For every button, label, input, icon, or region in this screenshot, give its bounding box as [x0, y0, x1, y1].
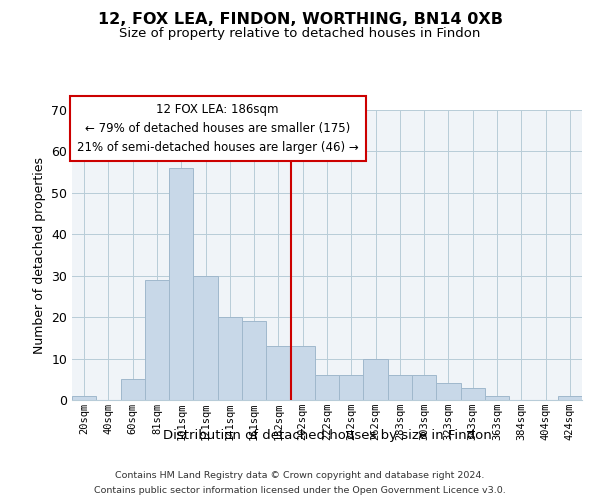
- Bar: [436, 384, 461, 400]
- Bar: [364, 358, 388, 400]
- Bar: [388, 375, 412, 400]
- Bar: [169, 168, 193, 400]
- Bar: [218, 317, 242, 400]
- Bar: [461, 388, 485, 400]
- Bar: [315, 375, 339, 400]
- Bar: [558, 396, 582, 400]
- Bar: [339, 375, 364, 400]
- Bar: [266, 346, 290, 400]
- Bar: [145, 280, 169, 400]
- Bar: [121, 380, 145, 400]
- Text: 12, FOX LEA, FINDON, WORTHING, BN14 0XB: 12, FOX LEA, FINDON, WORTHING, BN14 0XB: [97, 12, 503, 28]
- Bar: [242, 322, 266, 400]
- Bar: [290, 346, 315, 400]
- Bar: [72, 396, 96, 400]
- Text: Contains HM Land Registry data © Crown copyright and database right 2024.: Contains HM Land Registry data © Crown c…: [115, 471, 485, 480]
- Bar: [485, 396, 509, 400]
- Bar: [193, 276, 218, 400]
- Text: Contains public sector information licensed under the Open Government Licence v3: Contains public sector information licen…: [94, 486, 506, 495]
- Text: 12 FOX LEA: 186sqm
← 79% of detached houses are smaller (175)
21% of semi-detach: 12 FOX LEA: 186sqm ← 79% of detached hou…: [77, 103, 359, 154]
- Text: Size of property relative to detached houses in Findon: Size of property relative to detached ho…: [119, 28, 481, 40]
- Y-axis label: Number of detached properties: Number of detached properties: [32, 156, 46, 354]
- Text: Distribution of detached houses by size in Findon: Distribution of detached houses by size …: [163, 428, 491, 442]
- Bar: [412, 375, 436, 400]
